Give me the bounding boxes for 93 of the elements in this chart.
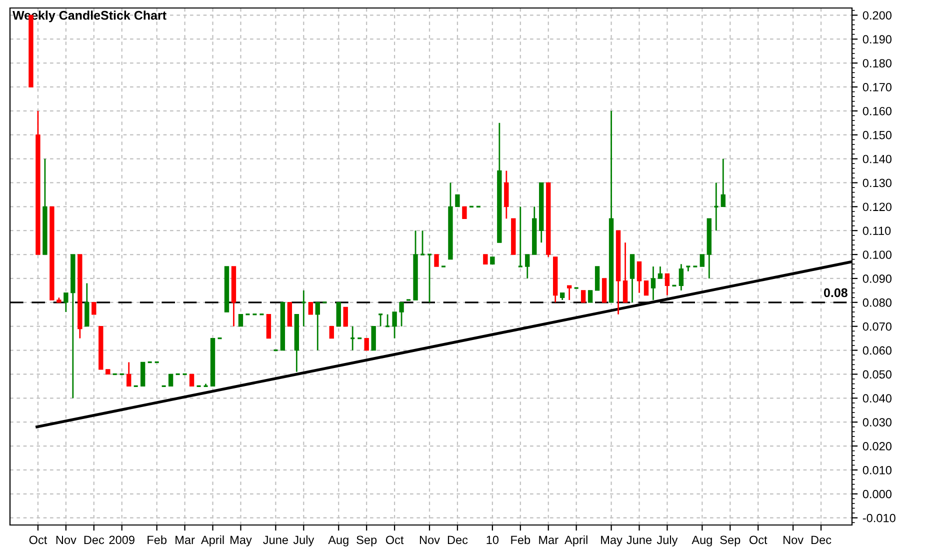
y-tick-label: 0.120 bbox=[862, 202, 892, 212]
candlestick bbox=[308, 302, 313, 315]
x-tick-label: April bbox=[200, 535, 224, 546]
x-tick-label: May bbox=[230, 536, 252, 546]
candlestick bbox=[315, 302, 320, 351]
x-tick-label: Feb bbox=[148, 535, 167, 544]
y-tick-label: 0.110 bbox=[862, 226, 891, 235]
candlestick bbox=[504, 170, 509, 220]
candlestick bbox=[588, 290, 593, 304]
candlestick bbox=[658, 266, 663, 280]
candlestick bbox=[580, 290, 586, 304]
candlestick bbox=[287, 302, 292, 327]
x-tick-label: Sep bbox=[720, 536, 740, 546]
candlestick bbox=[650, 266, 656, 301]
candlestick bbox=[140, 362, 146, 387]
candlestick bbox=[399, 302, 404, 328]
candlestick bbox=[64, 292, 68, 313]
candlestick bbox=[525, 254, 530, 280]
candlestick bbox=[720, 158, 726, 208]
candlestick bbox=[420, 230, 426, 256]
candlestick bbox=[462, 206, 467, 219]
candlestick bbox=[566, 284, 572, 301]
y-tick-label: 0.160 bbox=[862, 106, 892, 116]
x-tick-label: 2009 bbox=[109, 536, 134, 544]
candlestick bbox=[636, 261, 642, 294]
x-tick-label: 10 bbox=[486, 536, 499, 544]
x-tick-label: Dec bbox=[812, 536, 832, 544]
x-tick-label: Sep bbox=[356, 536, 377, 546]
x-tick-label: Nov bbox=[420, 536, 440, 544]
candlestick bbox=[126, 362, 132, 387]
candlestick bbox=[426, 254, 432, 304]
candlestick bbox=[168, 374, 174, 387]
y-tick-label: 0.180 bbox=[862, 59, 892, 68]
x-tick-label: Mar bbox=[539, 536, 558, 544]
candlestick bbox=[483, 254, 488, 264]
y-tick-label: 0.200 bbox=[862, 11, 892, 20]
y-tick-label: 0.090 bbox=[862, 274, 892, 283]
candlestick bbox=[329, 326, 334, 339]
x-tick-label: July bbox=[656, 535, 678, 546]
candlestick bbox=[336, 302, 341, 327]
candlestick bbox=[678, 263, 684, 292]
y-tick-label: 0.150 bbox=[862, 130, 892, 140]
y-tick-label: 0.190 bbox=[862, 35, 892, 44]
ref-line-label: 0.08 bbox=[824, 288, 848, 298]
candlestick bbox=[622, 242, 628, 304]
x-tick-label: Oct bbox=[749, 536, 768, 544]
x-tick-label: Mar bbox=[176, 536, 195, 544]
x-tick-label: Oct bbox=[386, 536, 404, 544]
candlestick bbox=[343, 306, 348, 327]
x-tick-label: May bbox=[601, 536, 622, 546]
y-tick-label: 0.010 bbox=[862, 466, 892, 474]
x-tick-label: Dec bbox=[448, 536, 468, 544]
candlestick bbox=[594, 266, 600, 292]
candlestick bbox=[266, 314, 272, 339]
candlestick bbox=[92, 302, 96, 315]
x-tick-label: Oct bbox=[29, 536, 48, 544]
y-tick-label: 0.060 bbox=[862, 346, 892, 355]
x-tick-label: July bbox=[293, 535, 314, 546]
y-tick-label: 0.130 bbox=[862, 178, 892, 188]
x-tick-label: Dec bbox=[84, 536, 104, 544]
candlestick bbox=[664, 272, 670, 296]
candlestick bbox=[602, 278, 607, 303]
y-tick-label: 0.040 bbox=[862, 394, 892, 403]
candlestick bbox=[644, 280, 649, 296]
y-tick-label: 0.020 bbox=[862, 442, 892, 450]
y-tick-label: 0.030 bbox=[862, 418, 892, 426]
y-tick-label: 0.050 bbox=[862, 370, 892, 379]
x-tick-label: Nov bbox=[784, 536, 804, 544]
y-tick-label: -0.010 bbox=[862, 514, 896, 522]
y-tick-label: 0.080 bbox=[862, 298, 892, 307]
candlestick bbox=[238, 314, 244, 327]
candlestick bbox=[700, 254, 705, 267]
x-tick-label: Aug bbox=[328, 536, 348, 546]
x-tick-label: Aug bbox=[692, 536, 712, 546]
y-tick-label: 0.170 bbox=[862, 83, 892, 92]
y-tick-label: 0.140 bbox=[862, 154, 892, 164]
x-tick-label: Feb bbox=[511, 535, 530, 544]
candlestick bbox=[392, 311, 397, 339]
candlestick bbox=[364, 338, 369, 351]
candlestick bbox=[518, 206, 524, 268]
x-tick-label: Nov bbox=[56, 536, 76, 544]
x-tick-label: June bbox=[263, 536, 288, 544]
y-tick-label: 0.000 bbox=[862, 490, 892, 498]
x-tick-label: April bbox=[564, 535, 588, 546]
candlestick bbox=[630, 254, 635, 304]
candlestick bbox=[455, 194, 460, 208]
candlestick bbox=[189, 374, 194, 387]
x-tick-label: June bbox=[626, 536, 652, 544]
y-tick-label: 0.100 bbox=[862, 250, 892, 259]
y-tick-label: 0.070 bbox=[862, 322, 892, 331]
candlestick bbox=[371, 326, 376, 351]
candlestick bbox=[84, 282, 90, 328]
candlestick bbox=[434, 254, 439, 267]
